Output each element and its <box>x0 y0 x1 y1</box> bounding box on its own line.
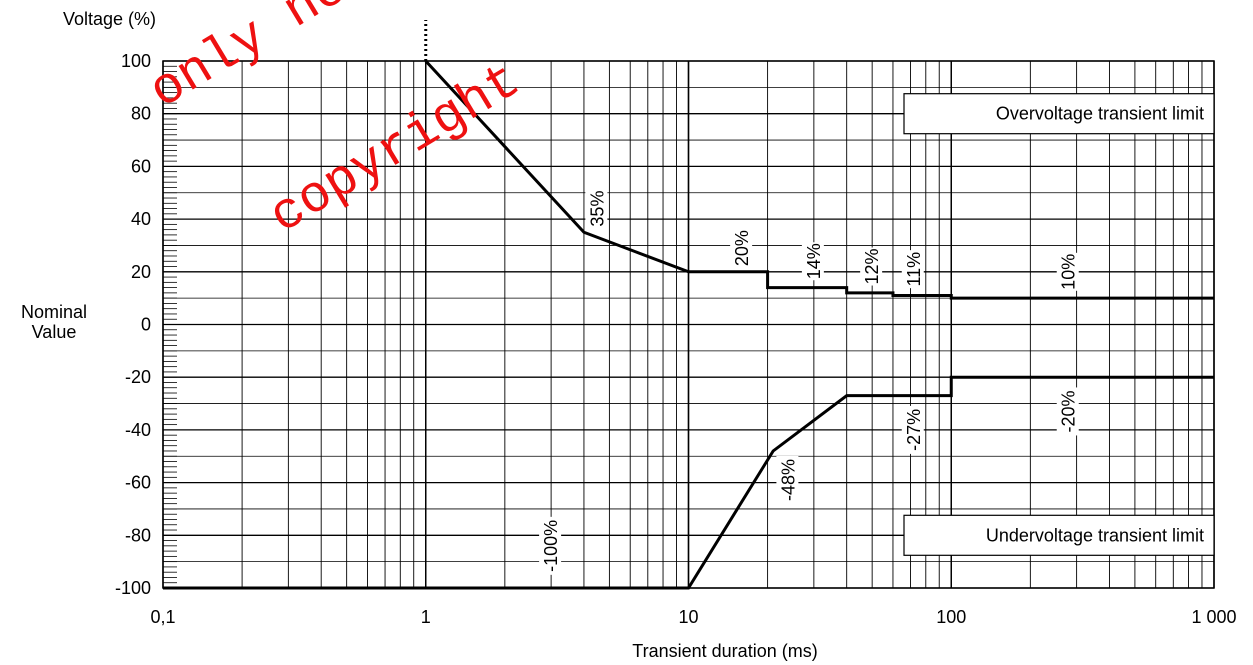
value-label-bg <box>901 250 924 289</box>
value-label: -27% <box>901 405 924 454</box>
value-label-text: 11% <box>904 252 924 287</box>
value-label: 12% <box>860 247 883 286</box>
x-tick-label: 0,1 <box>150 607 175 627</box>
y-tick-label: -80 <box>125 525 151 545</box>
nominal-label-line1: Nominal <box>21 302 87 322</box>
y-minor-ticks <box>163 60 177 589</box>
y-tick-label: -20 <box>125 367 151 387</box>
y-tick-label: -100 <box>115 578 151 598</box>
value-label: 10% <box>1056 252 1079 291</box>
y-tick-label: 20 <box>131 262 151 282</box>
undervoltage-limit-line <box>163 375 1214 590</box>
value-label: -20% <box>1056 387 1079 436</box>
y-tick-label: -60 <box>125 473 151 493</box>
undervoltage-limit-label: Undervoltage transient limit <box>986 525 1204 545</box>
x-tick-label: 10 <box>678 607 698 627</box>
annotation-boxes: Overvoltage transient limit Undervoltage … <box>903 93 1215 556</box>
x-tick-label: 100 <box>936 607 966 627</box>
x-tick-label: 1 000 <box>1191 607 1236 627</box>
value-label-bg <box>1056 252 1079 291</box>
value-label-text: -48% <box>778 459 798 501</box>
value-label-text: -27% <box>904 409 924 451</box>
value-label: 14% <box>801 242 824 281</box>
value-label: 11% <box>901 250 924 289</box>
value-label-bg <box>801 242 824 281</box>
value-label-text: 10% <box>1059 254 1079 290</box>
y-tick-label: 60 <box>131 156 151 176</box>
x-axis-label: Transient duration (ms) <box>632 641 817 661</box>
y-tick-label: 100 <box>121 51 151 71</box>
y-tick-label: 40 <box>131 209 151 229</box>
y-tick-label: 80 <box>131 104 151 124</box>
value-label-text: 20% <box>732 230 752 266</box>
value-label-text: -100% <box>541 520 561 572</box>
value-label-bg <box>901 405 924 454</box>
value-label-bg <box>539 516 562 575</box>
grid <box>162 60 1215 589</box>
value-label-bg <box>776 455 799 504</box>
value-label-bg <box>860 247 883 286</box>
value-label: -48% <box>776 455 799 504</box>
nominal-label-line2: Value <box>32 322 77 342</box>
watermark-line2: copyright <box>260 51 531 246</box>
value-labels: 35% 20% 14% 12% 11% 10% -20% -27% -48% -100% <box>539 189 1079 575</box>
value-label-text: 12% <box>862 249 882 285</box>
annotation-box <box>903 514 1215 556</box>
watermark: only ne w copyright <box>140 0 531 247</box>
value-label: -100% <box>539 516 562 575</box>
value-label-text: 14% <box>804 243 824 279</box>
value-label-bg <box>1056 387 1079 436</box>
overvoltage-limit-label: Overvoltage transient limit <box>996 104 1204 124</box>
y-axis-label: Voltage (%) <box>63 9 156 29</box>
y-tick-label: 0 <box>141 315 151 335</box>
value-label-text: 35% <box>587 191 607 227</box>
annotation-box <box>903 93 1215 135</box>
series-lines <box>163 20 1214 590</box>
y-tick-label: -40 <box>125 420 151 440</box>
value-label-bg <box>730 229 753 268</box>
value-label: 20% <box>730 229 753 268</box>
value-label-bg <box>585 189 608 228</box>
x-tick-label: 1 <box>421 607 431 627</box>
tick-labels: 100 80 60 40 20 0 -20 -40 -60 -80 -100 0,1 1 10 100 1 0… <box>115 51 1237 627</box>
value-label: 35% <box>585 189 608 228</box>
overvoltage-limit-line <box>424 59 1214 300</box>
value-label-text: -20% <box>1059 390 1079 432</box>
